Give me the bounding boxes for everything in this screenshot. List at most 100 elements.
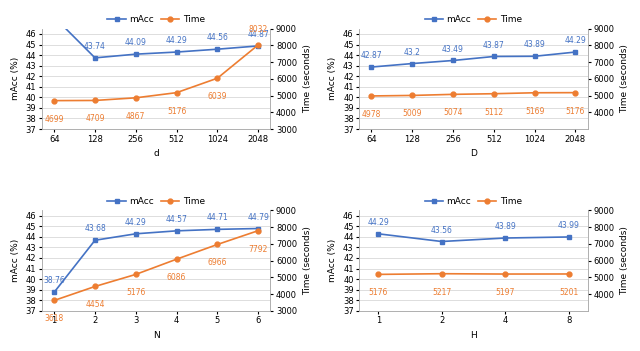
Line: mAcc: mAcc <box>52 15 260 60</box>
Text: 5169: 5169 <box>525 107 544 115</box>
mAcc <box>438 239 445 244</box>
Text: 5176: 5176 <box>167 107 186 115</box>
Time <box>132 96 140 100</box>
mAcc <box>572 50 579 54</box>
mAcc <box>449 58 457 62</box>
Time <box>173 91 180 95</box>
Text: 44.57: 44.57 <box>166 215 188 224</box>
Text: 43.56: 43.56 <box>431 226 452 234</box>
Time <box>173 257 180 261</box>
Text: 44.09: 44.09 <box>125 38 147 47</box>
Time <box>374 272 382 277</box>
Legend: mAcc, Time: mAcc, Time <box>425 15 522 24</box>
Y-axis label: Time (seconds): Time (seconds) <box>303 226 312 295</box>
Y-axis label: Time (seconds): Time (seconds) <box>620 226 629 295</box>
Y-axis label: mAcc (%): mAcc (%) <box>328 57 337 100</box>
Time <box>438 272 445 276</box>
X-axis label: D: D <box>470 149 477 158</box>
Text: 43.89: 43.89 <box>494 222 516 231</box>
mAcc <box>214 227 221 231</box>
Text: 5176: 5176 <box>369 288 388 297</box>
Line: mAcc: mAcc <box>52 226 260 294</box>
Text: 5176: 5176 <box>566 107 585 115</box>
Time <box>254 43 262 47</box>
Text: 5201: 5201 <box>559 288 578 297</box>
Time <box>214 76 221 80</box>
Y-axis label: mAcc (%): mAcc (%) <box>328 239 337 282</box>
Text: 43.68: 43.68 <box>84 224 106 233</box>
Y-axis label: Time (seconds): Time (seconds) <box>303 45 312 113</box>
Time <box>51 298 58 303</box>
Text: 42.87: 42.87 <box>360 51 382 60</box>
Time <box>91 284 99 289</box>
mAcc <box>173 229 180 233</box>
Text: 44.29: 44.29 <box>166 36 188 45</box>
mAcc <box>51 15 58 19</box>
Text: 44.56: 44.56 <box>207 33 228 42</box>
Time <box>501 272 509 276</box>
Y-axis label: mAcc (%): mAcc (%) <box>11 239 20 282</box>
mAcc <box>132 52 140 56</box>
mAcc <box>408 61 416 66</box>
Text: 43.2: 43.2 <box>404 48 420 57</box>
Line: Time: Time <box>376 271 571 277</box>
mAcc <box>254 226 262 231</box>
mAcc <box>367 65 375 69</box>
Text: 8032: 8032 <box>248 25 268 34</box>
Line: Time: Time <box>52 42 260 103</box>
Text: 4867: 4867 <box>126 112 145 121</box>
Time <box>132 272 140 277</box>
Text: 5197: 5197 <box>495 288 515 297</box>
X-axis label: N: N <box>153 331 159 340</box>
Line: mAcc: mAcc <box>369 49 578 69</box>
Time <box>214 242 221 246</box>
Text: 5112: 5112 <box>484 108 504 117</box>
Text: 4454: 4454 <box>85 300 105 309</box>
Y-axis label: Time (seconds): Time (seconds) <box>620 45 629 113</box>
mAcc <box>531 54 538 58</box>
mAcc <box>490 54 498 59</box>
mAcc <box>132 232 140 236</box>
Text: 44.71: 44.71 <box>207 213 228 223</box>
Text: 43.74: 43.74 <box>84 42 106 51</box>
mAcc <box>564 235 572 239</box>
Time <box>572 91 579 95</box>
Time <box>564 272 572 276</box>
X-axis label: H: H <box>470 331 477 340</box>
Text: 4978: 4978 <box>362 110 381 119</box>
Text: 43.89: 43.89 <box>524 40 545 49</box>
Text: 4699: 4699 <box>44 114 64 124</box>
Text: 6086: 6086 <box>167 273 186 282</box>
Text: 44.79: 44.79 <box>247 213 269 221</box>
mAcc <box>214 47 221 51</box>
Text: 3618: 3618 <box>45 314 64 323</box>
Legend: mAcc, Time: mAcc, Time <box>425 197 522 206</box>
Time <box>531 91 538 95</box>
Text: 6966: 6966 <box>207 258 227 267</box>
mAcc <box>51 290 58 294</box>
Text: 7792: 7792 <box>248 245 268 253</box>
Time <box>367 94 375 98</box>
Text: 44.29: 44.29 <box>125 218 147 227</box>
Text: 44.29: 44.29 <box>367 218 389 227</box>
Text: 44.87: 44.87 <box>247 30 269 39</box>
Line: mAcc: mAcc <box>376 231 571 244</box>
Line: Time: Time <box>52 228 260 303</box>
mAcc <box>91 56 99 60</box>
Text: 43.87: 43.87 <box>483 40 505 49</box>
Time <box>449 92 457 97</box>
Text: 38.76: 38.76 <box>44 276 65 285</box>
Y-axis label: mAcc (%): mAcc (%) <box>11 57 20 100</box>
mAcc <box>91 238 99 242</box>
Legend: mAcc, Time: mAcc, Time <box>108 15 205 24</box>
X-axis label: d: d <box>154 149 159 158</box>
Time <box>254 229 262 233</box>
Time <box>91 98 99 102</box>
mAcc <box>374 232 382 236</box>
Text: 5217: 5217 <box>432 287 451 297</box>
Time <box>51 99 58 103</box>
Text: 43.49: 43.49 <box>442 45 464 54</box>
Line: Time: Time <box>369 90 578 98</box>
Text: 5009: 5009 <box>403 109 422 118</box>
Text: 47.6: 47.6 <box>0 350 1 351</box>
